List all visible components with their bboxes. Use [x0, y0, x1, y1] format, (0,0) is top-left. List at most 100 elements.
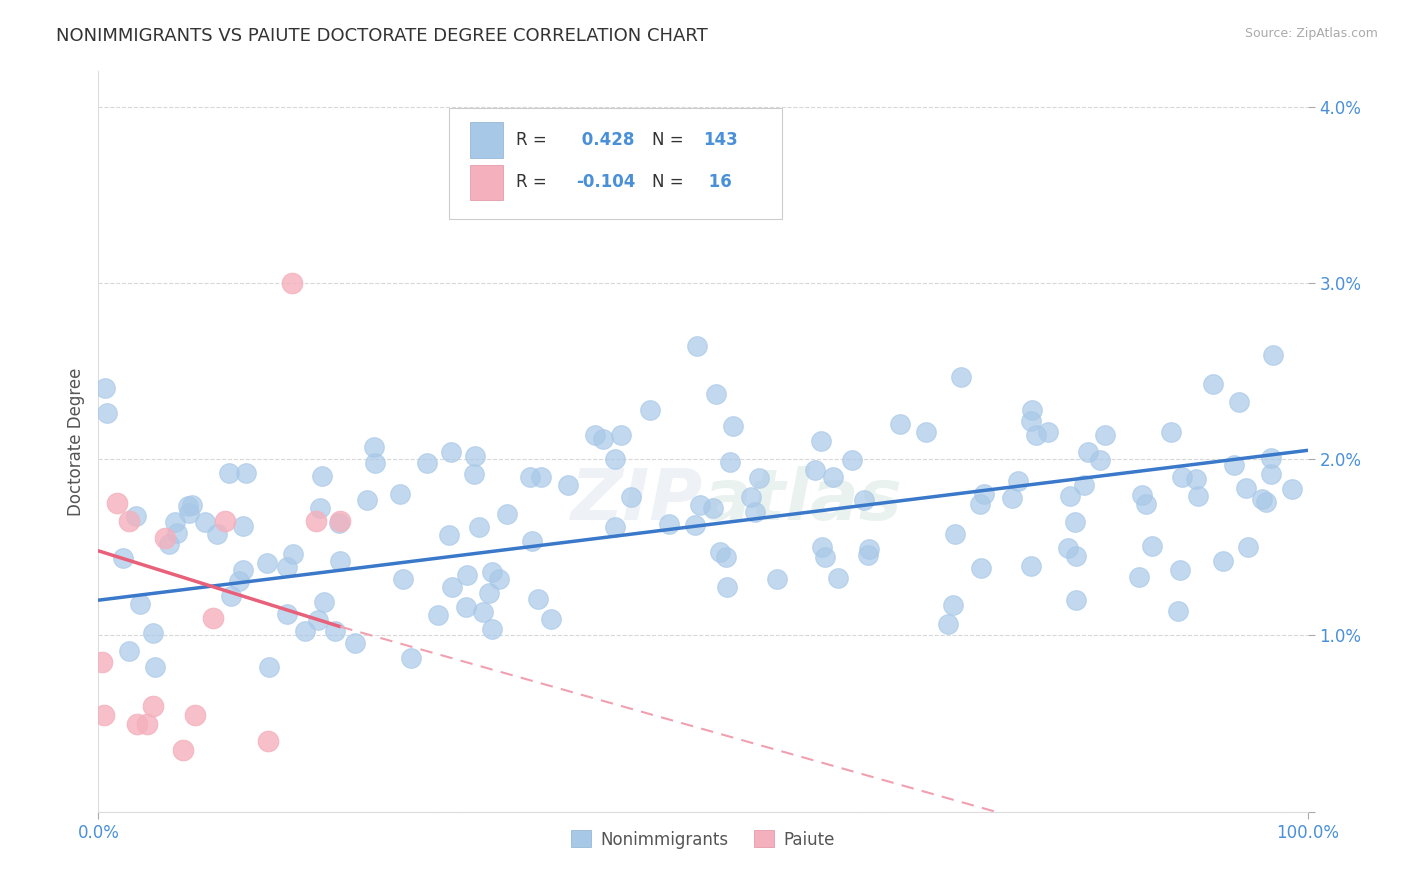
Point: [356, 492, 378, 507]
Point: [1128, 570, 1150, 584]
Point: [105, 496, 128, 510]
Text: 16: 16: [703, 173, 731, 192]
Point: [157, 537, 180, 551]
Point: [478, 586, 501, 600]
Point: [1059, 489, 1081, 503]
Point: [1234, 481, 1257, 495]
Point: [344, 636, 367, 650]
Point: [329, 554, 352, 568]
Point: [519, 469, 541, 483]
Point: [689, 498, 711, 512]
Point: [969, 497, 991, 511]
Point: [93, 707, 115, 722]
Point: [1237, 540, 1260, 554]
Point: [1260, 450, 1282, 465]
Bar: [470, 122, 503, 158]
Point: [464, 449, 486, 463]
Point: [704, 387, 727, 401]
Point: [401, 651, 423, 665]
Point: [135, 716, 157, 731]
Point: [969, 560, 991, 574]
Text: 143: 143: [703, 131, 738, 149]
Point: [91, 655, 114, 669]
Point: [232, 563, 254, 577]
Text: atlas: atlas: [703, 467, 903, 535]
Point: [427, 607, 450, 622]
Point: [205, 526, 228, 541]
Point: [1001, 491, 1024, 505]
Point: [328, 516, 350, 531]
Point: [716, 581, 738, 595]
Point: [177, 506, 200, 520]
Point: [744, 505, 766, 519]
Point: [1254, 495, 1277, 509]
Point: [127, 716, 149, 731]
Point: [309, 501, 332, 516]
Point: [364, 456, 387, 470]
Point: [1025, 428, 1047, 442]
Point: [620, 490, 643, 504]
Point: [1057, 541, 1080, 556]
Point: [520, 533, 543, 548]
Point: [1227, 394, 1250, 409]
Point: [325, 624, 347, 638]
Point: [214, 514, 236, 528]
Point: [363, 440, 385, 454]
Point: [740, 491, 762, 505]
Point: [1064, 593, 1087, 607]
Point: [1140, 540, 1163, 554]
Point: [165, 515, 187, 529]
Point: [256, 556, 278, 570]
Point: [232, 519, 254, 533]
Point: [1021, 402, 1043, 417]
Point: [180, 498, 202, 512]
Bar: [470, 165, 503, 200]
Point: [540, 612, 562, 626]
Point: [1036, 425, 1059, 440]
Text: N =: N =: [652, 131, 683, 149]
Point: [557, 478, 579, 492]
Point: [943, 527, 966, 541]
Point: [721, 418, 744, 433]
Point: [125, 509, 148, 524]
Point: [312, 595, 335, 609]
Point: [1260, 467, 1282, 482]
Text: ZIP: ZIP: [571, 467, 703, 535]
Point: [658, 517, 681, 532]
Point: [1185, 472, 1208, 486]
Point: [841, 453, 863, 467]
Point: [307, 613, 329, 627]
Point: [1064, 549, 1087, 563]
Point: [481, 622, 503, 636]
Point: [821, 470, 844, 484]
Point: [118, 643, 141, 657]
Point: [1007, 474, 1029, 488]
Point: [256, 734, 278, 748]
Point: [858, 541, 880, 556]
Point: [294, 624, 316, 638]
Point: [495, 508, 517, 522]
Point: [702, 501, 724, 516]
Point: [142, 626, 165, 640]
Point: [467, 520, 489, 534]
Point: [714, 550, 737, 565]
Point: [686, 339, 709, 353]
Point: [166, 525, 188, 540]
Point: [202, 611, 225, 625]
Point: [1019, 414, 1042, 428]
Point: [142, 698, 165, 713]
Point: [311, 469, 333, 483]
Point: [257, 660, 280, 674]
Text: 0.428: 0.428: [576, 131, 634, 149]
Point: [914, 425, 936, 439]
Text: NONIMMIGRANTS VS PAIUTE DOCTORATE DEGREE CORRELATION CHART: NONIMMIGRANTS VS PAIUTE DOCTORATE DEGREE…: [56, 27, 709, 45]
Point: [810, 434, 832, 449]
Point: [392, 572, 415, 586]
Point: [481, 565, 503, 579]
Point: [184, 707, 207, 722]
Point: [437, 528, 460, 542]
Legend: Nonimmigrants, Paiute: Nonimmigrants, Paiute: [564, 823, 842, 855]
Point: [456, 568, 478, 582]
Point: [235, 466, 257, 480]
Text: N =: N =: [652, 173, 689, 192]
